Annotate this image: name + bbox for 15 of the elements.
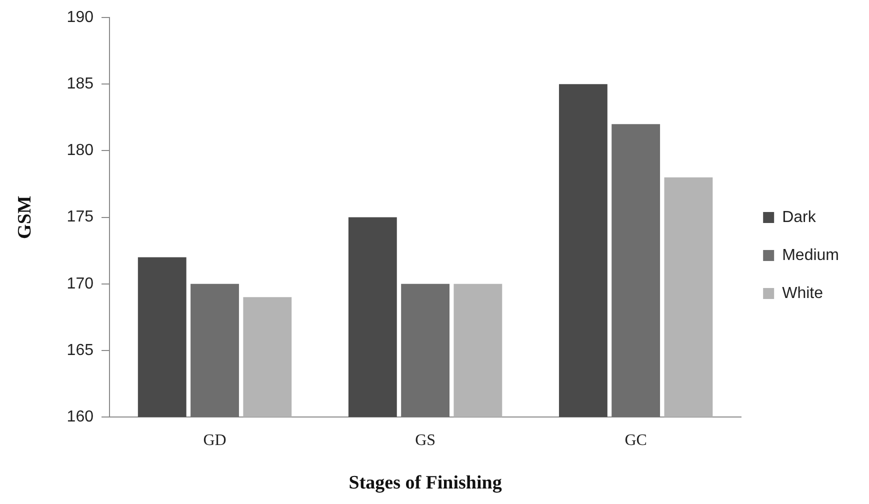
y-tick-label: 190 [66,9,94,26]
y-tick-label: 170 [66,275,94,292]
y-tick-label: 180 [66,142,94,160]
x-axis-title: Stages of Finishing [348,472,502,494]
legend-label: White [782,284,824,302]
x-tick-label: GC [624,432,647,449]
y-tick-label: 165 [66,342,94,359]
y-tick-label: 175 [66,208,94,226]
legend-label: Medium [782,246,839,264]
y-tick-label: 160 [66,408,94,426]
x-tick-label: GS [415,432,436,449]
x-tick-label: GD [203,432,226,449]
y-axis-title: GSM [14,196,36,239]
y-tick-label: 185 [66,76,94,93]
legend-label: Dark [782,208,817,226]
